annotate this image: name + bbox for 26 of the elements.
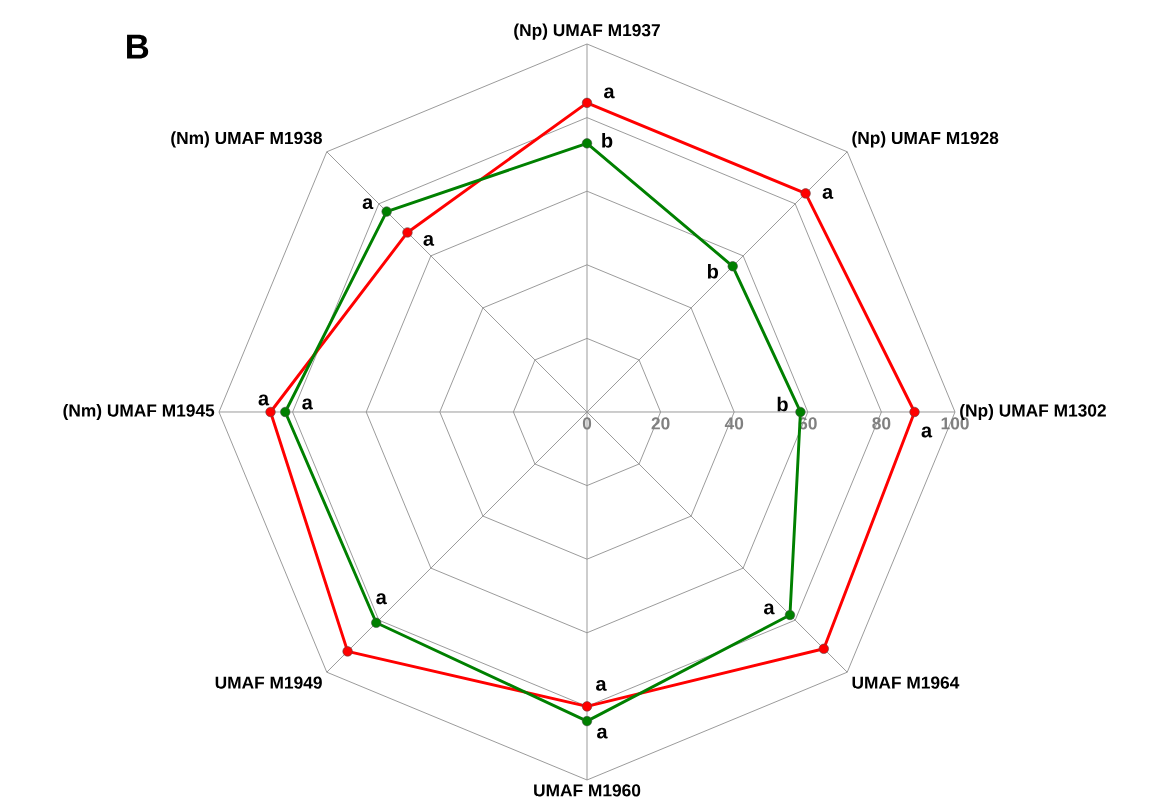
chart-title: B xyxy=(127,34,149,59)
spoke-label: UMAF M1964 xyxy=(852,676,960,689)
text: a xyxy=(596,679,607,691)
spoke-label: (Np) UMAF M1937 xyxy=(514,23,660,40)
y-tick-label: 80 xyxy=(872,417,891,430)
text: a xyxy=(604,87,615,99)
text: a xyxy=(764,603,775,615)
text: a xyxy=(921,426,933,438)
text: a xyxy=(423,234,435,246)
spoke-label: (Nm) UMAF M1945 xyxy=(63,403,215,421)
text: a xyxy=(822,187,834,199)
spoke-label: UMAF M1960 xyxy=(534,784,641,797)
text: b xyxy=(602,133,613,148)
y-tick-label: 40 xyxy=(724,417,744,430)
text: a xyxy=(302,398,313,410)
y-tick-label: 20 xyxy=(651,417,670,430)
spoke-label: (Nm) UMAF M1938 xyxy=(171,131,322,148)
text: a xyxy=(362,198,374,210)
text: a xyxy=(597,727,608,739)
text: b xyxy=(707,263,719,279)
y-tick-label: 0 xyxy=(582,417,592,430)
text: a xyxy=(376,593,387,605)
spoke-label: UMAF M1949 xyxy=(215,676,322,689)
spoke-label: (Np) UMAF M1928 xyxy=(852,131,999,148)
text: b xyxy=(777,396,788,412)
text: a xyxy=(258,394,270,406)
